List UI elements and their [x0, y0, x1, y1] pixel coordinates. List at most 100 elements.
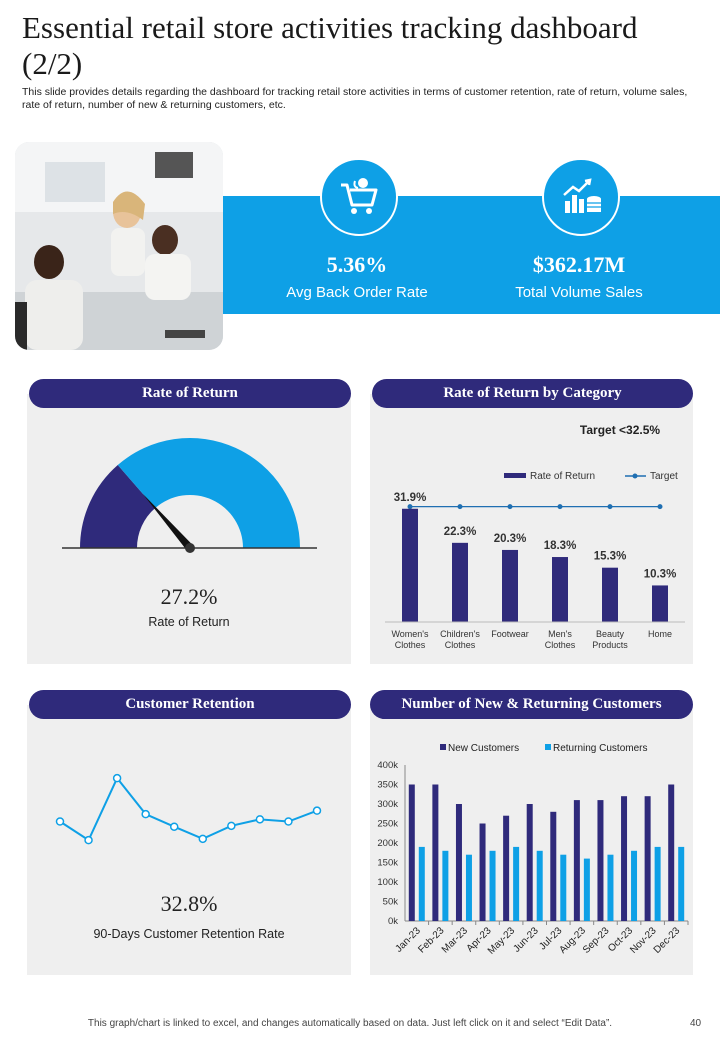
customers-y-tick: 150k: [377, 858, 398, 869]
office-photo-illustration: [15, 142, 223, 350]
legend-swatch-new: [440, 744, 446, 750]
customers-y-tick: 300k: [377, 799, 398, 810]
category-tick-label: Products: [592, 640, 628, 650]
category-bar: [552, 557, 568, 622]
retention-point: [84, 835, 93, 845]
category-tick-label: Clothes: [545, 640, 576, 650]
retention-point: [55, 817, 65, 826]
customers-y-tick: 400k: [377, 760, 398, 771]
customers-y-tick: 200k: [377, 838, 398, 849]
category-bar: [602, 567, 618, 622]
new-customers-bar: [479, 823, 486, 921]
rate-of-return-title: Rate of Return: [29, 379, 351, 408]
retention-line: [59, 776, 318, 842]
returning-customers-bar: [489, 850, 496, 921]
returning-customers-bar: [678, 846, 685, 921]
kpi-value-sales: $362.17M: [532, 252, 626, 277]
retention-point: [112, 773, 122, 783]
target-point: [407, 504, 413, 510]
returning-customers-bar: [442, 850, 449, 921]
retention-line-chart: [55, 773, 322, 845]
rate-of-return-label: Rate of Return: [148, 615, 230, 629]
legend-marker-target: [632, 473, 638, 479]
target-point: [507, 504, 513, 510]
customers-x-tick-label: Dec-23: [652, 925, 683, 956]
kpi-value-backorder: 5.36%: [326, 252, 388, 277]
target-point: [457, 504, 463, 510]
customers-y-tick: 100k: [377, 877, 398, 888]
category-bar-label: 20.3%: [494, 533, 527, 545]
retention-point: [227, 821, 236, 831]
legend-label-rate-of-return: Rate of Return: [530, 471, 595, 482]
customers-x-tick-label: Jun-23: [511, 925, 541, 955]
retention-point: [198, 834, 208, 844]
returning-customers-bar: [465, 854, 472, 921]
gauge-needle: [142, 493, 194, 551]
retention-value: 32.8%: [160, 891, 218, 916]
category-bar-label: 31.9%: [394, 492, 427, 504]
returning-customers-bar: [560, 854, 567, 921]
category-tick-label: Clothes: [445, 640, 476, 650]
category-tick-label: Beauty: [596, 629, 625, 639]
returning-customers-bar: [418, 846, 425, 921]
new-customers-bar: [408, 784, 415, 921]
customers-y-tick: 50k: [383, 897, 399, 908]
legend-label-new: New Customers: [448, 743, 519, 754]
returning-customers-bar: [536, 850, 543, 921]
new-customers-bar: [432, 784, 439, 921]
legend-label-returning: Returning Customers: [553, 743, 647, 754]
category-bar: [452, 542, 468, 622]
new-customers-bar: [550, 811, 557, 921]
customers-x-tick-label: Mar-23: [440, 925, 470, 955]
category-bar-label: 15.3%: [594, 551, 627, 563]
kpi-icon-circle-backorder: [320, 158, 398, 236]
customers-y-tick: 250k: [377, 819, 398, 830]
shopping-cart-icon: [341, 178, 378, 214]
retention-title: Customer Retention: [29, 690, 351, 719]
legend-swatch-returning: [545, 744, 551, 750]
retention-label: 90-Days Customer Retention Rate: [93, 927, 285, 941]
customers-title: Number of New & Returning Customers: [370, 690, 693, 719]
gauge-value-arc: [80, 465, 156, 548]
target-point: [657, 504, 663, 510]
new-customers-bar: [621, 796, 628, 921]
target-point: [557, 504, 563, 510]
category-bar: [652, 585, 668, 622]
new-customers-bar: [597, 800, 604, 921]
new-customers-bar: [526, 804, 533, 921]
category-tick-label: Children's: [440, 629, 480, 639]
footer-note: This graph/chart is linked to excel, and…: [87, 1018, 613, 1029]
page-number: 40: [690, 1018, 702, 1029]
category-tick-label: Clothes: [395, 640, 426, 650]
customers-x-tick-label: May-23: [486, 925, 518, 957]
customers-bar-chart: New Customers Returning Customers 0k 50k 100…: [377, 743, 689, 957]
category-panel: [370, 394, 693, 664]
category-target-text: Target <32.5%: [579, 423, 661, 437]
category-bar: [502, 549, 518, 622]
gauge-needle-hub: [185, 543, 195, 553]
category-title: Rate of Return by Category: [372, 379, 693, 408]
returning-customers-bar: [607, 854, 614, 921]
returning-customers-bar: [583, 858, 590, 921]
retention-point: [169, 822, 179, 831]
customers-y-tick: 350k: [377, 780, 398, 791]
team-photo: [15, 142, 223, 350]
category-bar-chart: Rate of Return Target31.9%Women'sClothes2…: [385, 471, 685, 650]
returning-customers-bar: [631, 850, 638, 921]
category-tick-label: Footwear: [491, 629, 529, 639]
legend-label-target: Target: [650, 471, 678, 482]
retention-point: [141, 809, 150, 819]
kpi-label-sales: Total Volume Sales: [515, 284, 643, 301]
category-bar: [402, 508, 418, 622]
category-bar-label: 22.3%: [444, 526, 477, 538]
category-bar-label: 18.3%: [544, 540, 577, 552]
page-title: Essential retail store activities tracki…: [22, 10, 638, 81]
kpi-icon-circle-sales: [542, 158, 620, 236]
customers-y-tick: 0k: [388, 916, 398, 927]
new-customers-bar: [668, 784, 675, 921]
retention-point: [284, 817, 293, 826]
rate-of-return-gauge: [62, 437, 317, 553]
target-point: [607, 504, 613, 510]
new-customers-bar: [573, 800, 580, 921]
kpi-band: [222, 196, 720, 314]
